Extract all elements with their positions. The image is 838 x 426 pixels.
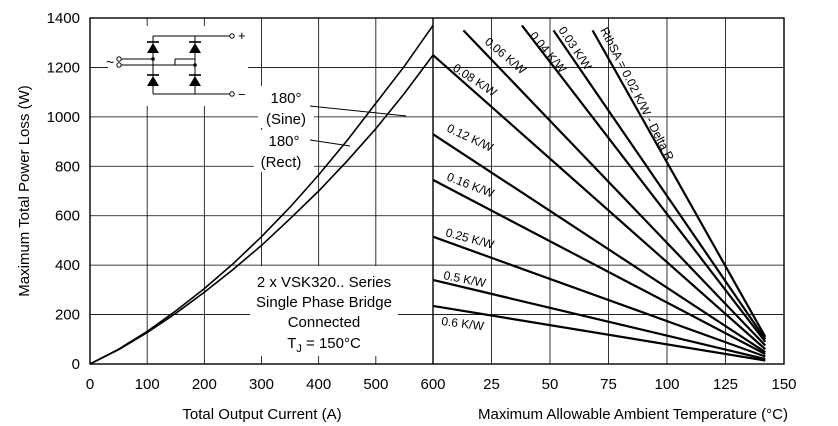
ac-input-label: ~ [106,54,114,70]
x-tick-temp-125: 125 [713,376,738,393]
rect-annotation: 180° (Rect) [254,130,350,172]
y-tick-600: 600 [55,208,80,225]
x-tick-current-300: 300 [249,376,274,393]
rth-line-1 [554,30,766,339]
x-tick-temp-50: 50 [542,376,559,393]
rect-leader-line [310,140,350,146]
tj-symbol: T [287,335,296,352]
x-tick-labels: 0 100 200 300 400 500 600 25 50 75 100 125 150 [86,376,797,393]
x-tick-current-500: 500 [363,376,388,393]
minus-terminal-label: − [238,87,246,102]
series-note: 2 x VSK320.. Series Single Phase Bridge … [250,266,398,356]
y-tick-0: 0 [72,356,80,373]
y-tick-800: 800 [55,158,80,175]
y-tick-200: 200 [55,307,80,324]
y-axis-label: Maximum Total Power Loss (W) [16,85,33,296]
right-panel-line-labels: RthSA = 0.02 K/W - Delta R0.03 K/W0.04 K… [441,24,677,333]
sine-leader-line [310,106,406,116]
right-x-axis-label: Maximum Allowable Ambient Temperature (°… [478,406,788,423]
tj-value: = 150°C [302,335,361,352]
x-tick-current-100: 100 [135,376,160,393]
rth-label-4: 0.08 K/W [450,61,500,100]
rect-label-line1: 180° [268,133,299,150]
x-tick-current-0: 0 [86,376,94,393]
x-tick-current-400: 400 [306,376,331,393]
rth-line-0 [593,30,766,336]
rth-label-7: 0.25 K/W [444,225,496,251]
x-tick-current-200: 200 [192,376,217,393]
plus-terminal-label: + [238,28,246,43]
y-tick-1000: 1000 [47,109,80,126]
note-line2: Single Phase Bridge [256,294,392,311]
rect-label-line2: (Rect) [261,154,302,171]
y-tick-labels: 0 200 400 600 800 1000 1200 1400 [47,10,80,373]
x-tick-temp-150: 150 [771,376,796,393]
x-tick-temp-75: 75 [600,376,617,393]
rth-line-9 [433,306,765,361]
y-tick-1400: 1400 [47,10,80,27]
sine-label-line2: (Sine) [266,111,306,128]
rth-label-9: 0.6 K/W [441,314,486,333]
y-tick-400: 400 [55,257,80,274]
y-tick-1200: 1200 [47,59,80,76]
rth-label-0: RthSA = 0.02 K/W - Delta R [597,25,677,163]
sine-label-line1: 180° [270,90,301,107]
note-line3: Connected [288,314,361,331]
x-tick-current-600: 600 [420,376,445,393]
bridge-rectifier-icon: + − ~ [106,26,248,106]
left-x-axis-label: Total Output Current (A) [182,406,341,423]
x-tick-temp-25: 25 [483,376,500,393]
rth-label-6: 0.16 K/W [445,170,497,201]
rth-label-5: 0.12 K/W [445,121,496,155]
rth-line-4 [433,55,765,349]
note-line1: 2 x VSK320.. Series [257,274,391,291]
rth-line-7 [433,237,765,357]
x-tick-temp-100: 100 [654,376,679,393]
